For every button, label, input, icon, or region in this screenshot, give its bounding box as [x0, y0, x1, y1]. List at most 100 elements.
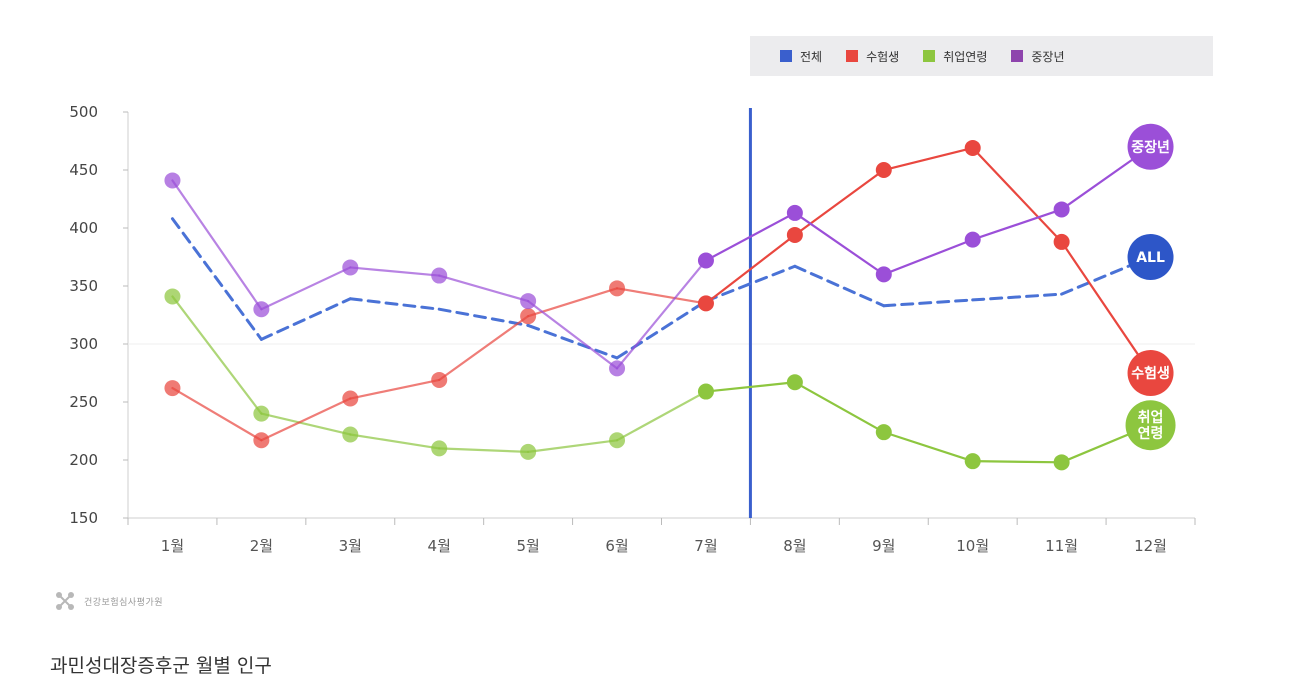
legend-item-middle-aged: 중장년 [1011, 48, 1065, 65]
legend-item-working-age: 취업연령 [923, 48, 987, 65]
end-label-text-2: 연령 [1138, 426, 1164, 442]
series-segment-0 [971, 292, 1064, 302]
x-tick-label: 3월 [339, 537, 362, 555]
series-segment-3 [438, 274, 530, 303]
data-point-1 [164, 380, 181, 397]
series-segment-2 [171, 295, 263, 415]
data-point-3 [520, 293, 537, 310]
data-point-3 [1053, 201, 1070, 218]
end-label-bubble-3 [1127, 123, 1174, 170]
series-segment-1 [971, 146, 1063, 244]
series-segment-3 [882, 238, 974, 276]
x-tick-label: 5월 [516, 537, 539, 555]
y-tick-label: 400 [69, 219, 98, 237]
data-point-3 [431, 267, 448, 284]
x-tick-label: 1월 [161, 537, 184, 555]
data-point-2 [520, 443, 537, 460]
series-segment-3 [971, 208, 1063, 241]
legend-label-middle-aged: 중장년 [1031, 49, 1065, 64]
y-tick-label: 300 [69, 335, 98, 353]
series-segment-2 [704, 381, 796, 393]
y-tick-label: 450 [69, 161, 98, 179]
end-label-bubble-1 [1127, 350, 1174, 396]
legend-item-students: 수험생 [846, 48, 899, 65]
series-segment-0 [348, 297, 441, 311]
legend-swatch-students [846, 50, 859, 62]
x-tick-label: 11월 [1045, 537, 1078, 555]
chart-area: 150 200 250 300 350 400 450 500 1월 2월 3월 4월 5월 6월 7월 8월… [69, 36, 1213, 555]
series-segment-2 [438, 447, 530, 453]
x-tick-label: 12월 [1134, 537, 1167, 555]
series-segment-2 [971, 460, 1063, 464]
y-tick-label: 350 [69, 277, 98, 295]
data-point-2 [431, 440, 448, 457]
series-segment-0 [259, 297, 352, 341]
series-segment-0 [704, 264, 797, 303]
series-segment-0 [170, 217, 263, 341]
legend: 전체 수험생 취업연령 중장년 [750, 36, 1213, 76]
data-point-2 [875, 424, 892, 441]
y-tick-label: 250 [69, 393, 98, 411]
series-segment-1 [882, 146, 974, 172]
end-label-bubble-0 [1127, 234, 1174, 280]
series-segment-1 [349, 378, 441, 400]
data-point-3 [342, 259, 359, 276]
series-segment-0 [526, 323, 619, 360]
legend-swatch-working-age [923, 50, 936, 62]
data-point-1 [964, 139, 981, 156]
series-segment-1 [615, 287, 708, 305]
data-point-2 [1053, 454, 1070, 471]
series-segment-2 [793, 381, 885, 434]
line-chart: 150 200 250 300 350 400 450 500 1월 2월 3월 4월 5월 6월 7월 8월… [69, 103, 1196, 555]
data-point-2 [253, 405, 270, 422]
data-point-3 [875, 266, 892, 283]
series-segment-2 [260, 412, 352, 436]
end-label-text-3: 중장년 [1131, 139, 1170, 156]
source-text: 건강보험심사평가원 [84, 597, 164, 608]
y-tick-label: 500 [69, 103, 98, 121]
series-segment-1 [704, 233, 796, 305]
data-point-1 [431, 371, 448, 388]
legend-label-working-age: 취업연령 [943, 49, 988, 64]
x-tick-label: 10월 [956, 537, 989, 555]
data-point-3 [164, 172, 181, 189]
data-point-1 [786, 226, 803, 243]
data-point-1 [609, 280, 626, 297]
series-segment-2 [615, 390, 708, 442]
series-segment-1 [793, 168, 885, 237]
data-point-1 [342, 390, 359, 407]
series-segment-3 [793, 211, 885, 276]
legend-swatch-middle-aged [1011, 50, 1024, 62]
legend-label-students: 수험생 [866, 49, 900, 64]
series-segment-2 [527, 439, 619, 453]
data-point-2 [786, 374, 803, 391]
series-segment-3 [704, 211, 796, 262]
data-point-2 [164, 288, 181, 305]
series-segment-0 [615, 299, 708, 360]
data-point-3 [964, 231, 981, 248]
agency-logo-icon [54, 590, 76, 612]
series-segment-3 [527, 299, 619, 370]
data-point-2 [964, 453, 981, 470]
series-segment-1 [171, 386, 263, 442]
data-point-1 [1053, 233, 1070, 250]
series-segment-3 [615, 259, 708, 370]
data-point-1 [875, 162, 892, 178]
data-point-3 [253, 301, 270, 318]
x-tick-label: 7월 [694, 537, 717, 555]
data-point-2 [342, 426, 359, 443]
end-label-text-1: 수험생 [1131, 365, 1170, 382]
series-segment-0 [882, 298, 975, 308]
x-tick-label: 8월 [783, 537, 806, 555]
series-segment-3 [260, 266, 352, 311]
series-segment-1 [1060, 240, 1152, 375]
end-label-bubble-2 [1125, 400, 1176, 451]
y-tick-label: 200 [69, 451, 98, 469]
series-segment-3 [349, 266, 441, 277]
data-point-3 [697, 252, 714, 269]
data-point-1 [253, 432, 270, 449]
legend-item-all: 전체 [780, 48, 822, 65]
end-label-text-2: 취업 [1138, 410, 1164, 426]
series-segment-0 [437, 307, 530, 327]
x-tick-label: 4월 [428, 537, 451, 555]
